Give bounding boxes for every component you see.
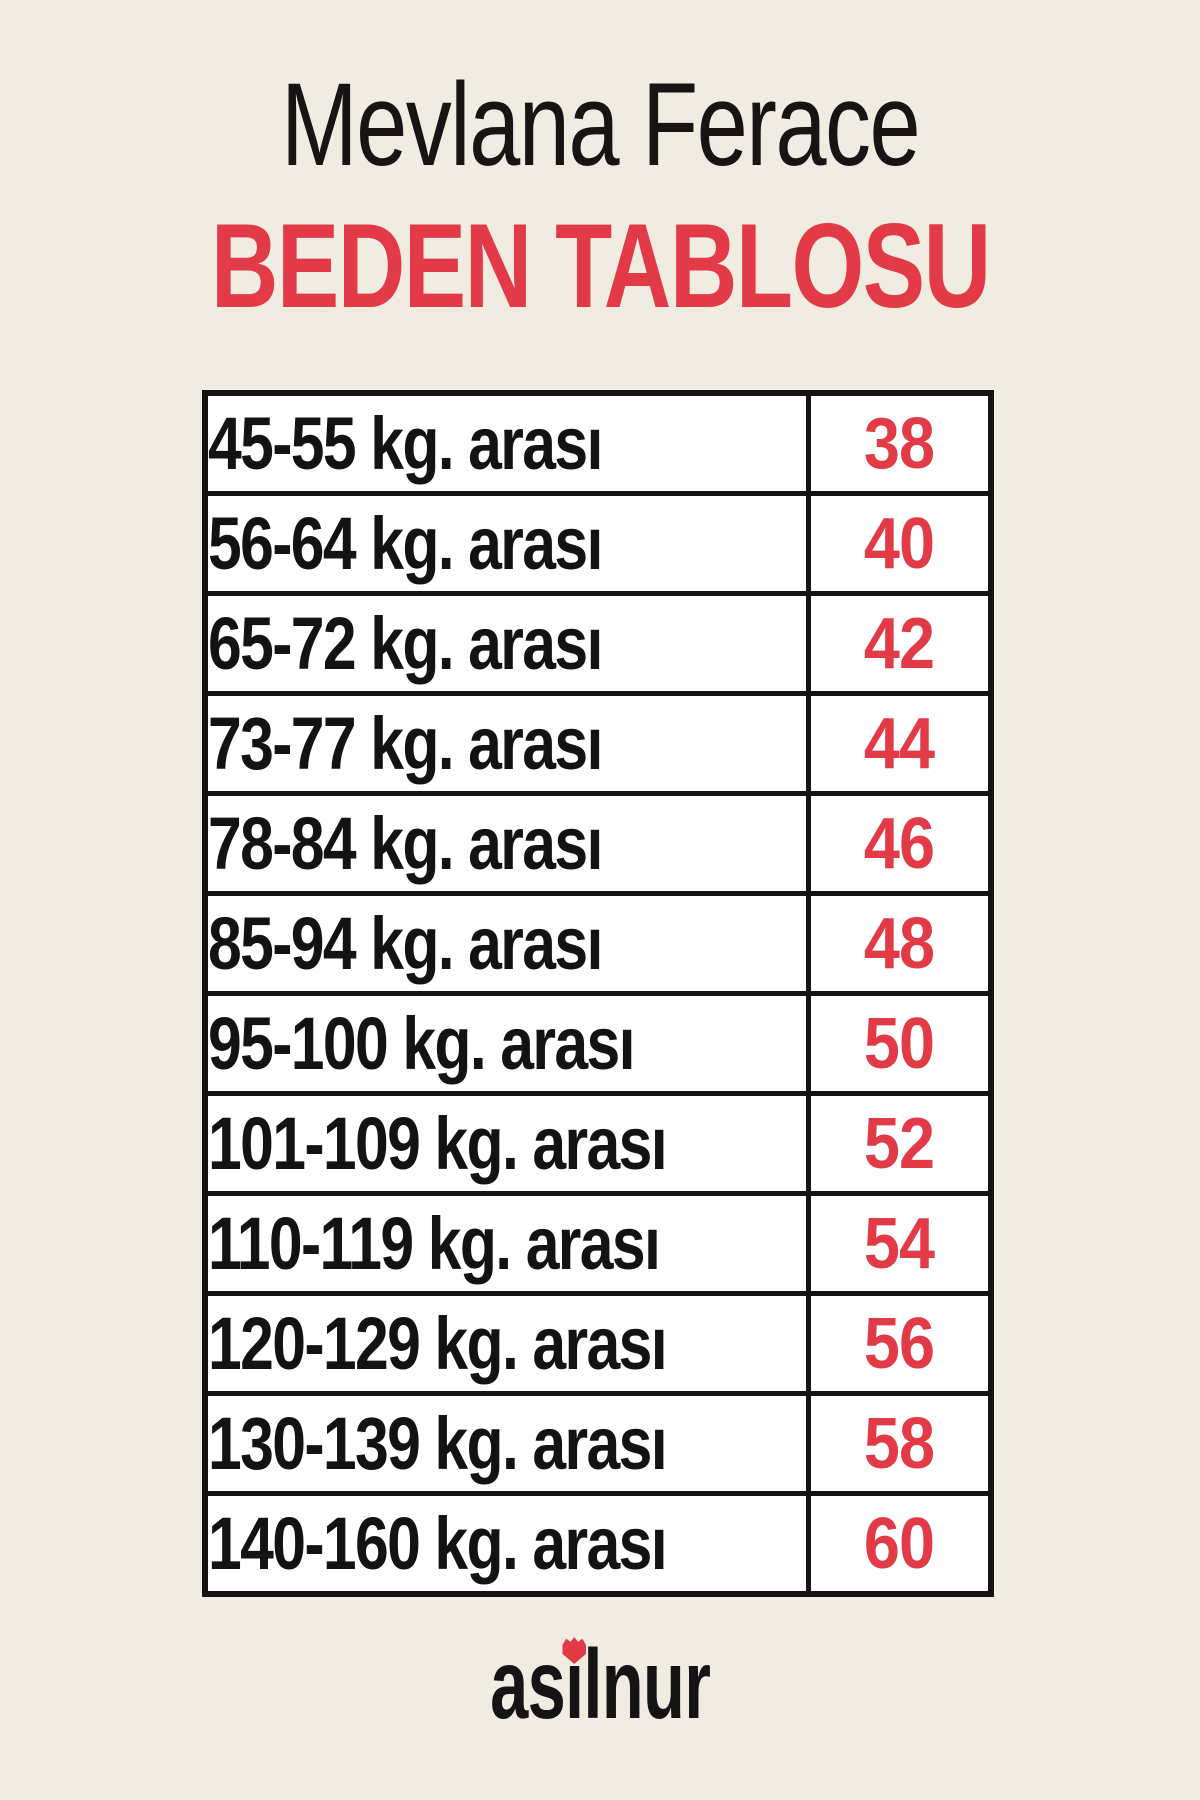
size-cell: 38 <box>806 390 994 496</box>
table-row: 120-129 kg. arası 56 <box>202 1291 994 1396</box>
size-value: 44 <box>864 703 935 784</box>
size-value: 60 <box>864 1503 935 1584</box>
size-cell: 40 <box>806 491 994 596</box>
size-value: 38 <box>864 403 935 484</box>
size-value: 42 <box>864 603 935 684</box>
brand-text-pre: as <box>489 1629 566 1739</box>
weight-range-cell: 110-119 kg. arası <box>202 1191 811 1296</box>
weight-range-text: 120-129 kg. arası <box>208 1302 668 1385</box>
size-value: 52 <box>864 1103 935 1184</box>
weight-range-text: 73-77 kg. arası <box>208 702 603 785</box>
brand-i-dot-icon <box>562 1637 586 1664</box>
weight-range-cell: 73-77 kg. arası <box>202 691 811 796</box>
size-cell: 56 <box>806 1291 994 1396</box>
table-row: 56-64 kg. arası 40 <box>202 491 994 596</box>
weight-range-cell: 130-139 kg. arası <box>202 1391 811 1496</box>
size-value: 46 <box>864 803 935 884</box>
brand-text-post: lnur <box>583 1629 711 1739</box>
weight-range-cell: 101-109 kg. arası <box>202 1091 811 1196</box>
weight-range-cell: 78-84 kg. arası <box>202 791 811 896</box>
size-cell: 60 <box>806 1491 994 1597</box>
weight-range-cell: 45-55 kg. arası <box>202 390 811 496</box>
weight-range-text: 65-72 kg. arası <box>208 602 603 685</box>
size-value: 54 <box>864 1203 935 1284</box>
size-cell: 42 <box>806 591 994 696</box>
weight-range-text: 140-160 kg. arası <box>208 1502 668 1585</box>
table-row: 45-55 kg. arası 38 <box>202 390 994 496</box>
weight-range-text: 95-100 kg. arası <box>208 1002 635 1085</box>
table-row: 101-109 kg. arası 52 <box>202 1091 994 1196</box>
weight-range-text: 130-139 kg. arası <box>208 1402 668 1485</box>
brand-logo-text: ası lnur <box>490 1635 711 1733</box>
weight-range-cell: 56-64 kg. arası <box>202 491 811 596</box>
table-row: 85-94 kg. arası 48 <box>202 891 994 996</box>
size-cell: 52 <box>806 1091 994 1196</box>
size-cell: 44 <box>806 691 994 796</box>
page-subtitle: BEDEN TABLOSU <box>0 206 1200 326</box>
weight-range-cell: 140-160 kg. arası <box>202 1491 811 1597</box>
brand-letter-i: ı <box>562 1635 586 1733</box>
weight-range-text: 45-55 kg. arası <box>208 402 603 485</box>
size-table: 45-55 kg. arası 38 56-64 kg. arası 40 65… <box>202 390 994 1597</box>
weight-range-text: 56-64 kg. arası <box>208 502 603 585</box>
weight-range-text: 78-84 kg. arası <box>208 802 603 885</box>
table-row: 65-72 kg. arası 42 <box>202 591 994 696</box>
size-cell: 50 <box>806 991 994 1096</box>
size-value: 58 <box>864 1403 935 1484</box>
weight-range-cell: 95-100 kg. arası <box>202 991 811 1096</box>
weight-range-cell: 85-94 kg. arası <box>202 891 811 996</box>
size-value: 48 <box>864 903 935 984</box>
table-row: 140-160 kg. arası 60 <box>202 1491 994 1597</box>
table-row: 130-139 kg. arası 58 <box>202 1391 994 1496</box>
page-title-text: Mevlana Ferace <box>280 59 921 191</box>
size-cell: 46 <box>806 791 994 896</box>
page-title: Mevlana Ferace <box>0 66 1200 184</box>
page-subtitle-text: BEDEN TABLOSU <box>210 199 991 333</box>
weight-range-text: 110-119 kg. arası <box>208 1202 661 1285</box>
size-value: 56 <box>864 1303 935 1384</box>
table-row: 78-84 kg. arası 46 <box>202 791 994 896</box>
size-cell: 58 <box>806 1391 994 1496</box>
weight-range-cell: 65-72 kg. arası <box>202 591 811 696</box>
table-row: 95-100 kg. arası 50 <box>202 991 994 1096</box>
size-value: 50 <box>864 1003 935 1084</box>
table-row: 73-77 kg. arası 44 <box>202 691 994 796</box>
size-table-body: 45-55 kg. arası 38 56-64 kg. arası 40 65… <box>202 390 994 1597</box>
weight-range-text: 101-109 kg. arası <box>208 1102 668 1185</box>
size-cell: 48 <box>806 891 994 996</box>
brand-logo: ası lnur <box>0 1635 1200 1733</box>
table-row: 110-119 kg. arası 54 <box>202 1191 994 1296</box>
weight-range-text: 85-94 kg. arası <box>208 902 603 985</box>
weight-range-cell: 120-129 kg. arası <box>202 1291 811 1396</box>
size-value: 40 <box>864 503 935 584</box>
size-cell: 54 <box>806 1191 994 1296</box>
